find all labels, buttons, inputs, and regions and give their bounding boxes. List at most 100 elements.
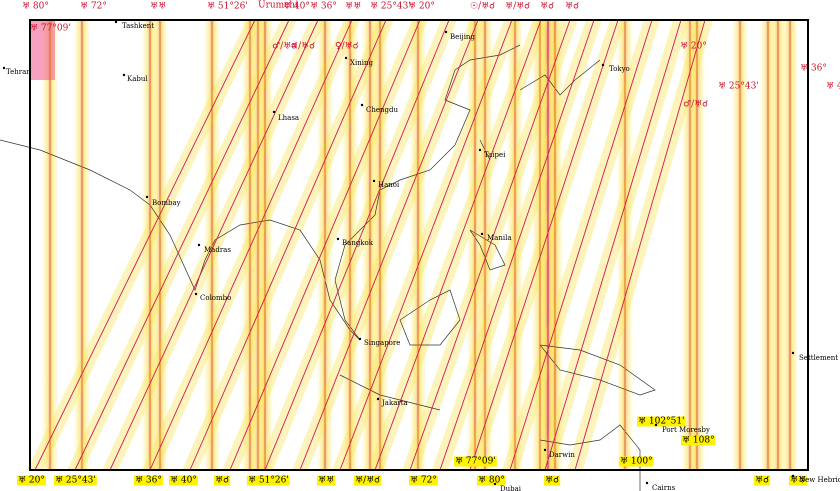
label-bg [754,475,771,486]
city-dot [444,30,448,34]
city-dot [654,423,658,427]
corner-band [30,20,55,80]
bottom-label: ♅ 40° [170,476,197,486]
city-dot [358,337,362,341]
top-label: Urumchi [258,1,298,11]
city-dot [194,292,198,296]
diagonal-line [34,19,256,471]
city-dot [478,148,482,152]
label-bg [354,475,382,486]
label-bg [214,475,231,486]
city-label: Dubai [500,485,522,491]
bottom-label: ♅ 20° [18,476,45,486]
city-label: Xining [350,59,373,67]
city-label: Manila [487,234,512,242]
bottom-label: ♅♅ [790,476,806,486]
top-label: ♅♅ [345,2,361,12]
label-bg [54,475,97,486]
city-dot [601,63,605,67]
top-label: ♅ 36° [310,2,337,12]
label-bg [789,475,808,486]
city-label: New Hebrides Is [799,476,840,484]
inner-label: ♅ 25°43' [718,82,759,92]
city-dot [145,195,149,199]
city-label: Kabul [127,75,148,83]
bottom-label: ♅ 102°51' [638,417,685,427]
diagonal-line [469,19,619,471]
top-label: ♅ 51°26' [207,2,248,12]
bottom-label: ♅☌ [755,476,769,486]
label-bg [544,475,561,486]
label-bg [317,475,336,486]
top-label: ♅☌ [540,2,554,12]
city-label: Cairns [652,484,676,491]
city-label: Settlement [799,354,838,362]
city-label: Tashkent [122,22,154,30]
city-dot [344,56,348,60]
inner-label: ♅ 36° [800,64,827,74]
city-label: Chengdu [366,106,398,114]
bottom-label: ♅ 25°43' [55,476,96,486]
label-bg [637,416,686,427]
label-bg [169,475,198,486]
city-dot [493,482,497,486]
city-label: Tokyo [609,65,630,73]
city-label: Bangkok [342,239,374,247]
label-bg [409,475,438,486]
bottom-label: ♅/♅☌ [355,476,380,486]
diagonal-line [409,19,571,471]
diagonal-line [109,19,319,471]
bottom-label: ♅ 80° [478,476,505,486]
city-dot [791,474,795,478]
inner-label: ♅ 40° [826,82,840,92]
top-label: ♅ 72° [80,2,107,12]
bottom-label: ♅♅ [318,476,334,486]
inner-label: ♃/♅☌ [290,42,315,52]
influence-bands [27,20,798,470]
city-label: Tehran [6,68,31,76]
bottom-label: ♅☌ [215,476,229,486]
diagonal-line [439,19,595,471]
label-bg [247,475,290,486]
diagonal-line [374,19,542,471]
inner-label: ♅ 20° [680,42,707,52]
city-dot [645,481,649,485]
top-label: ☉/♅☌ [470,2,495,12]
top-label: ♅/♅☌ [505,2,530,12]
top-label: ♅☌ [565,2,579,12]
planet-lines [34,19,791,471]
diagonal-line [229,19,421,471]
city-label: Bombay [152,199,181,207]
city-dot [2,66,6,70]
top-label: ♅ 40° [283,2,310,12]
city-dot [197,243,201,247]
city-dot [791,351,795,355]
city-label: Beijing [450,33,475,41]
city-dot [336,237,340,241]
city-label: Lhasa [278,114,299,122]
top-label: ♅ 25°43' [370,2,411,12]
city-dot [543,448,547,452]
map-frame [29,19,809,471]
diagonal-line [74,19,290,471]
city-dot [272,110,276,114]
label-bg [619,456,654,467]
top-label: ♅ 20° [408,2,435,12]
bottom-label: ♅ 36° [135,476,162,486]
bottom-label: ♅ 100° [620,457,653,467]
city-dot [376,397,380,401]
diagonal-line [544,19,682,471]
city-label: Port Moresby [662,426,710,434]
diagonal-line [299,19,479,471]
label-bg [17,475,46,486]
city-label: Singapore [364,339,400,347]
bottom-label: ♅ 72° [410,476,437,486]
city-label: Hanoi [378,181,400,189]
city-dot [372,179,376,183]
city-label: Jakarta [381,399,408,407]
diagonal-line [189,19,387,471]
diagonal-line [509,19,653,471]
bottom-label: ♅ 51°26' [248,476,289,486]
